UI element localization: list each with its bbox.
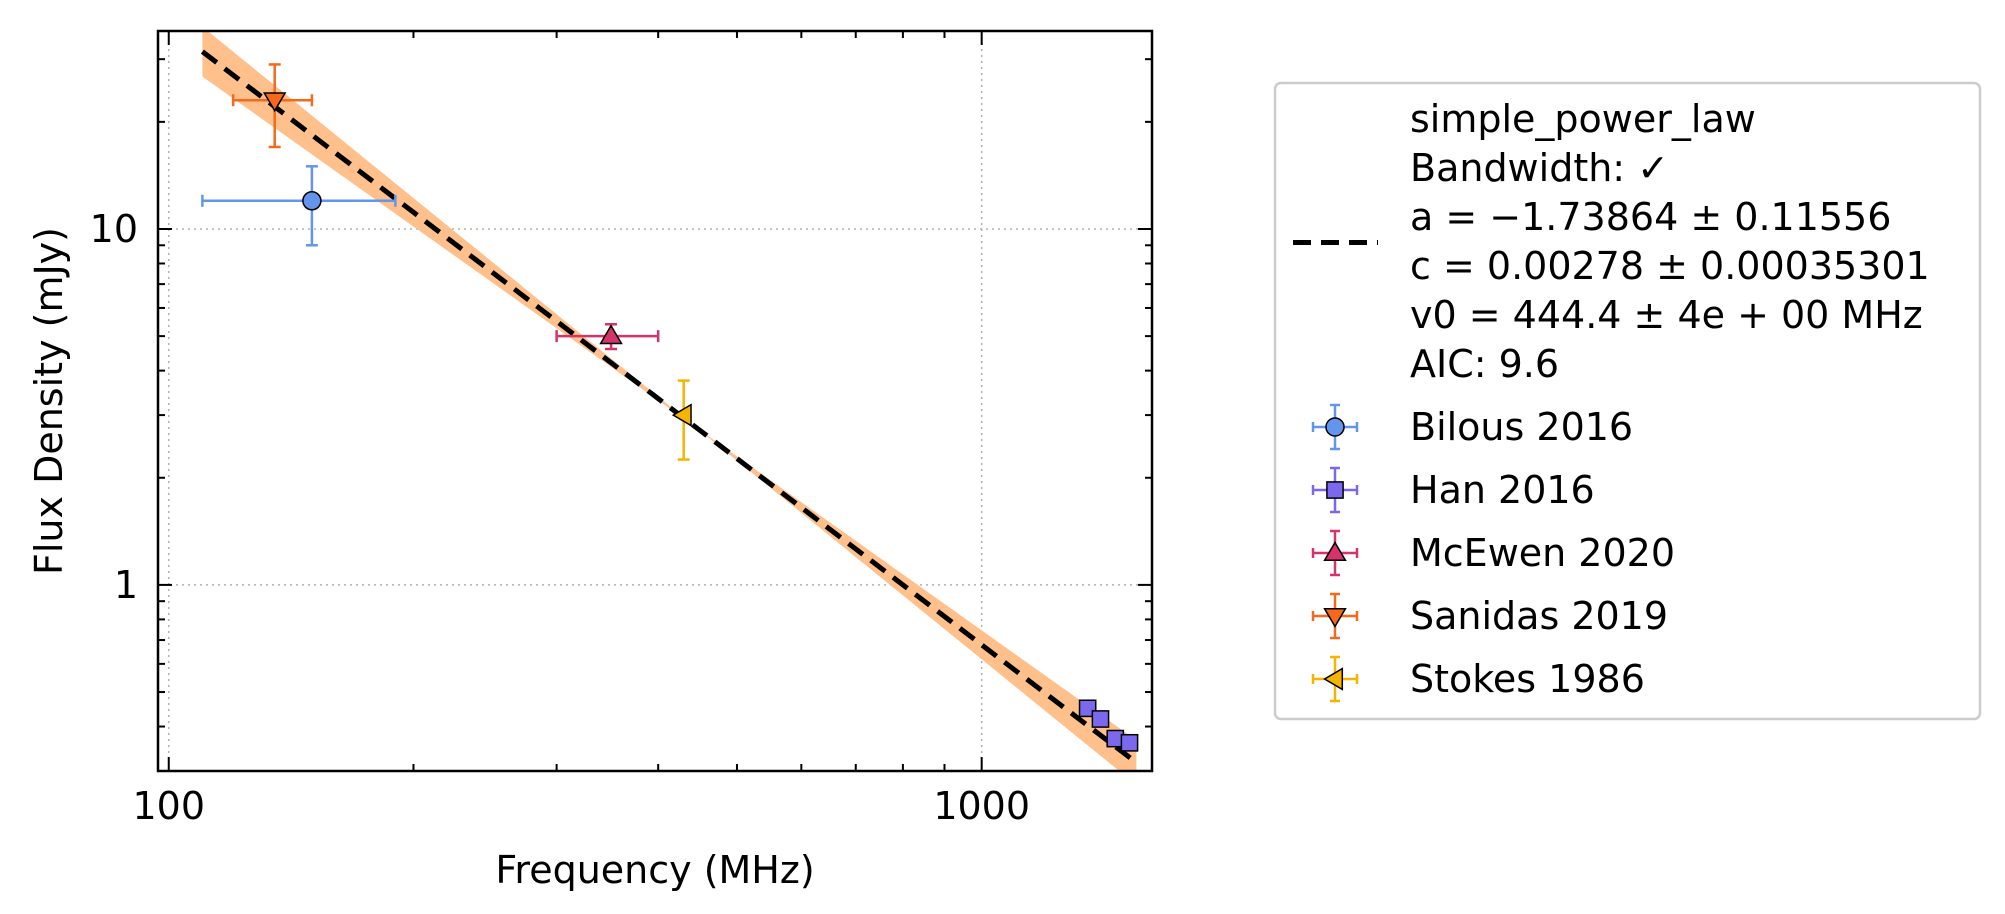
legend-fit-label-line: Bandwidth: ✓	[1410, 146, 1669, 190]
series-han-2016	[1078, 699, 1139, 752]
x-tick-label: 100	[132, 784, 205, 828]
y-tick-label: 1	[114, 563, 138, 607]
legend-marker	[1325, 417, 1345, 437]
data-point	[1120, 733, 1139, 752]
fit-band-layer	[202, 31, 1137, 771]
legend-box	[1273, 81, 1982, 721]
legend-fit-label-line: a = −1.73864 ± 0.11556	[1410, 195, 1891, 239]
y-tick-label: 10	[90, 207, 138, 251]
legend-marker	[1323, 667, 1344, 691]
series-bilous-2016	[201, 165, 397, 247]
y-axis-label: Flux Density (mJy)	[27, 227, 71, 575]
legend-series-label: Han 2016	[1410, 468, 1595, 512]
data-point	[302, 191, 322, 211]
axes-layer: 100 1000 1 10 Frequency (MHz) Flux Density (m…	[27, 29, 1154, 892]
legend-marker	[1323, 541, 1347, 562]
data-point	[262, 92, 287, 113]
legend-series-label: Bilous 2016	[1410, 405, 1633, 449]
data-point	[671, 403, 692, 427]
grid-layer	[158, 31, 1152, 771]
legend: simple_power_law Bandwidth: ✓ a = −1.73864…	[1273, 81, 1982, 721]
data-point	[599, 324, 623, 345]
legend-fit-label-line: v0 = 444.4 ± 4e + 00 MHz	[1410, 293, 1923, 337]
legend-series-label: Sanidas 2019	[1410, 594, 1668, 638]
data-points-layer	[201, 63, 1139, 752]
legend-fit-label-line: simple_power_law	[1410, 97, 1756, 141]
series-sanidas-2019	[231, 63, 314, 149]
legend-series-label: McEwen 2020	[1410, 531, 1675, 575]
legend-marker	[1323, 607, 1347, 628]
series-stokes-1986	[671, 379, 692, 461]
legend-fit-label-line: c = 0.00278 ± 0.00035301	[1410, 244, 1930, 288]
x-tick-label: 1000	[933, 784, 1030, 828]
data-point	[1091, 710, 1110, 728]
plot-frame	[156, 29, 1154, 773]
legend-series-label: Stokes 1986	[1410, 657, 1645, 701]
fit-uncertainty-band	[202, 31, 1137, 771]
x-axis-label: Frequency (MHz)	[495, 848, 814, 892]
legend-marker	[1326, 481, 1344, 499]
legend-fit-label-line: AIC: 9.6	[1410, 342, 1559, 386]
series-mcewen-2020	[555, 322, 660, 351]
